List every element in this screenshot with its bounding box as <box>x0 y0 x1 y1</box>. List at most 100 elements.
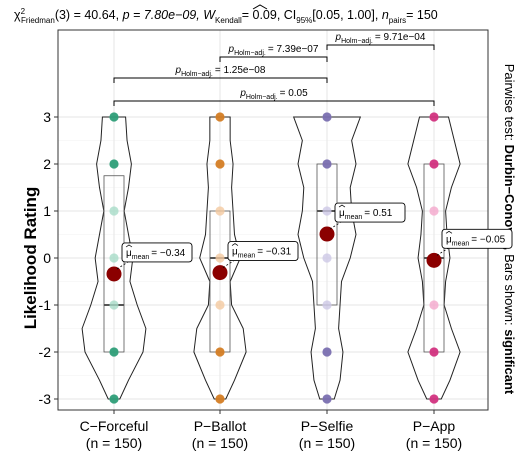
subtitle-n: n <box>382 8 389 22</box>
mean-label-box-0 <box>121 242 193 263</box>
p-sub-3: Holm−adj. <box>341 38 373 45</box>
y-tick-label: -3 <box>39 391 52 407</box>
mean-point-3 <box>426 252 442 268</box>
mean-sub-0: mean <box>132 254 150 261</box>
subtitle-w-sub: Kendall <box>215 16 242 25</box>
data-point-0-6 <box>109 112 119 122</box>
mean-value-1: = −0.31 <box>257 247 291 258</box>
data-point-0-2 <box>109 300 119 310</box>
mean-hat-3 <box>445 230 453 234</box>
mean-hat-0 <box>125 244 133 248</box>
mean-point-0 <box>106 266 122 282</box>
x-tick-n-1: (n = 150) <box>192 435 248 451</box>
mean-point-1 <box>212 265 228 281</box>
mean-symbol-2: μ <box>339 208 345 219</box>
subtitle-ci-rest: [0.05, 1.00], <box>312 8 378 22</box>
x-tick-label-1: P−Ballot <box>194 418 247 434</box>
mean-label-3: μmean = −0.05 <box>446 234 506 247</box>
subtitle-w-rest: = 0.09, CI <box>242 8 297 22</box>
x-tick-label-3: P−App <box>413 418 456 434</box>
data-point-1-3 <box>215 253 225 263</box>
data-point-2-5 <box>322 159 332 169</box>
y-tick-label: 1 <box>43 203 51 219</box>
p-sub-1: Holm−adj. <box>181 71 213 78</box>
subtitle-n-rest: = 150 <box>406 8 438 22</box>
mean-label-2: μmean = 0.51 <box>339 208 393 221</box>
data-point-1-4 <box>215 206 225 216</box>
p-value-1: = 1.25e−08 <box>215 65 266 76</box>
data-point-2-2 <box>322 300 332 310</box>
p-symbol-1: p <box>175 65 182 76</box>
subtitle-chi-sub: Friedman <box>21 16 55 25</box>
comparison-label-2: pHolm−adj. = 7.39e−07 <box>228 44 319 57</box>
mean-symbol-3: μ <box>446 234 452 245</box>
subtitle-chi-sup: 2 <box>21 7 26 16</box>
p-value-2: = 7.39e−07 <box>268 44 319 55</box>
x-tick-label-0: C−Forceful <box>80 418 149 434</box>
plot-panel-border <box>57 29 489 411</box>
subtitle-chi: χ <box>14 8 21 22</box>
data-point-2-1 <box>322 347 332 357</box>
mean-hat-1 <box>231 243 239 246</box>
data-point-3-1 <box>429 347 439 357</box>
mean-value-3: = −0.05 <box>471 234 505 245</box>
mean-leader-0 <box>116 261 129 270</box>
mean-label-0: μmean = −0.34 <box>126 248 186 261</box>
y-tick-label: -1 <box>39 297 52 313</box>
mean-leader-3 <box>436 248 449 256</box>
data-point-3-2 <box>429 300 439 310</box>
comparison-bracket-0 <box>113 100 435 106</box>
p-symbol-2: p <box>228 44 235 55</box>
mean-sub-2: mean <box>345 214 363 221</box>
data-point-3-5 <box>429 159 439 169</box>
mean-point-2 <box>319 226 335 242</box>
data-point-0-3 <box>109 253 119 263</box>
p-symbol-0: p <box>239 88 246 99</box>
x-tick-label-2: P−Selfie <box>301 418 354 434</box>
x-tick-n-2: (n = 150) <box>299 435 355 451</box>
data-point-2-3 <box>322 253 332 263</box>
comparison-bracket-2 <box>219 56 328 62</box>
comparison-bracket-1 <box>113 77 328 83</box>
w-hat-accent <box>252 4 268 10</box>
right-caption-part4: significant <box>502 329 517 395</box>
data-point-1-2 <box>215 300 225 310</box>
comparison-label-1: pHolm−adj. = 1.25e−08 <box>175 65 266 78</box>
right-caption-part2: Durbin−Conover <box>502 145 517 247</box>
y-tick-label: -2 <box>39 344 52 360</box>
right-caption-part3: , Bars shown: <box>502 247 517 329</box>
y-tick-label: 3 <box>43 109 51 125</box>
mean-value-2: = 0.51 <box>364 208 393 219</box>
data-point-2-6 <box>322 112 332 122</box>
data-point-3-6 <box>429 112 439 122</box>
subtitle-chi-rest: (3) = 40.64, <box>55 8 119 22</box>
data-point-1-0 <box>215 394 225 404</box>
subtitle-w-hat: W <box>203 8 216 22</box>
mean-value-0: = −0.34 <box>151 248 185 259</box>
data-point-1-6 <box>215 112 225 122</box>
p-sub-2: Holm−adj. <box>234 50 266 57</box>
comparison-bracket-3 <box>326 44 435 50</box>
comparison-label-0: pHolm−adj. = 0.05 <box>239 88 308 101</box>
right-caption-part1: Pairwise test: <box>502 64 517 145</box>
subtitle-p: p = 7.80e−09, <box>122 8 200 22</box>
data-point-2-0 <box>322 394 332 404</box>
data-point-0-0 <box>109 394 119 404</box>
x-tick-n-0: (n = 150) <box>86 435 142 451</box>
comparison-label-3: pHolm−adj. = 9.71e−04 <box>335 32 426 45</box>
p-symbol-3: p <box>335 32 342 43</box>
p-value-0: = 0.05 <box>280 88 309 99</box>
data-point-0-4 <box>109 206 119 216</box>
p-sub-0: Holm−adj. <box>246 94 278 101</box>
data-point-0-1 <box>109 347 119 357</box>
p-value-3: = 9.71e−04 <box>375 32 426 43</box>
mean-label-1: μmean = −0.31 <box>232 247 292 260</box>
mean-symbol-1: μ <box>232 247 238 258</box>
data-point-2-4 <box>322 206 332 216</box>
y-tick-label: 0 <box>43 250 51 266</box>
data-point-1-1 <box>215 347 225 357</box>
mean-hat-2 <box>338 204 346 208</box>
mean-symbol-0: μ <box>126 248 132 259</box>
